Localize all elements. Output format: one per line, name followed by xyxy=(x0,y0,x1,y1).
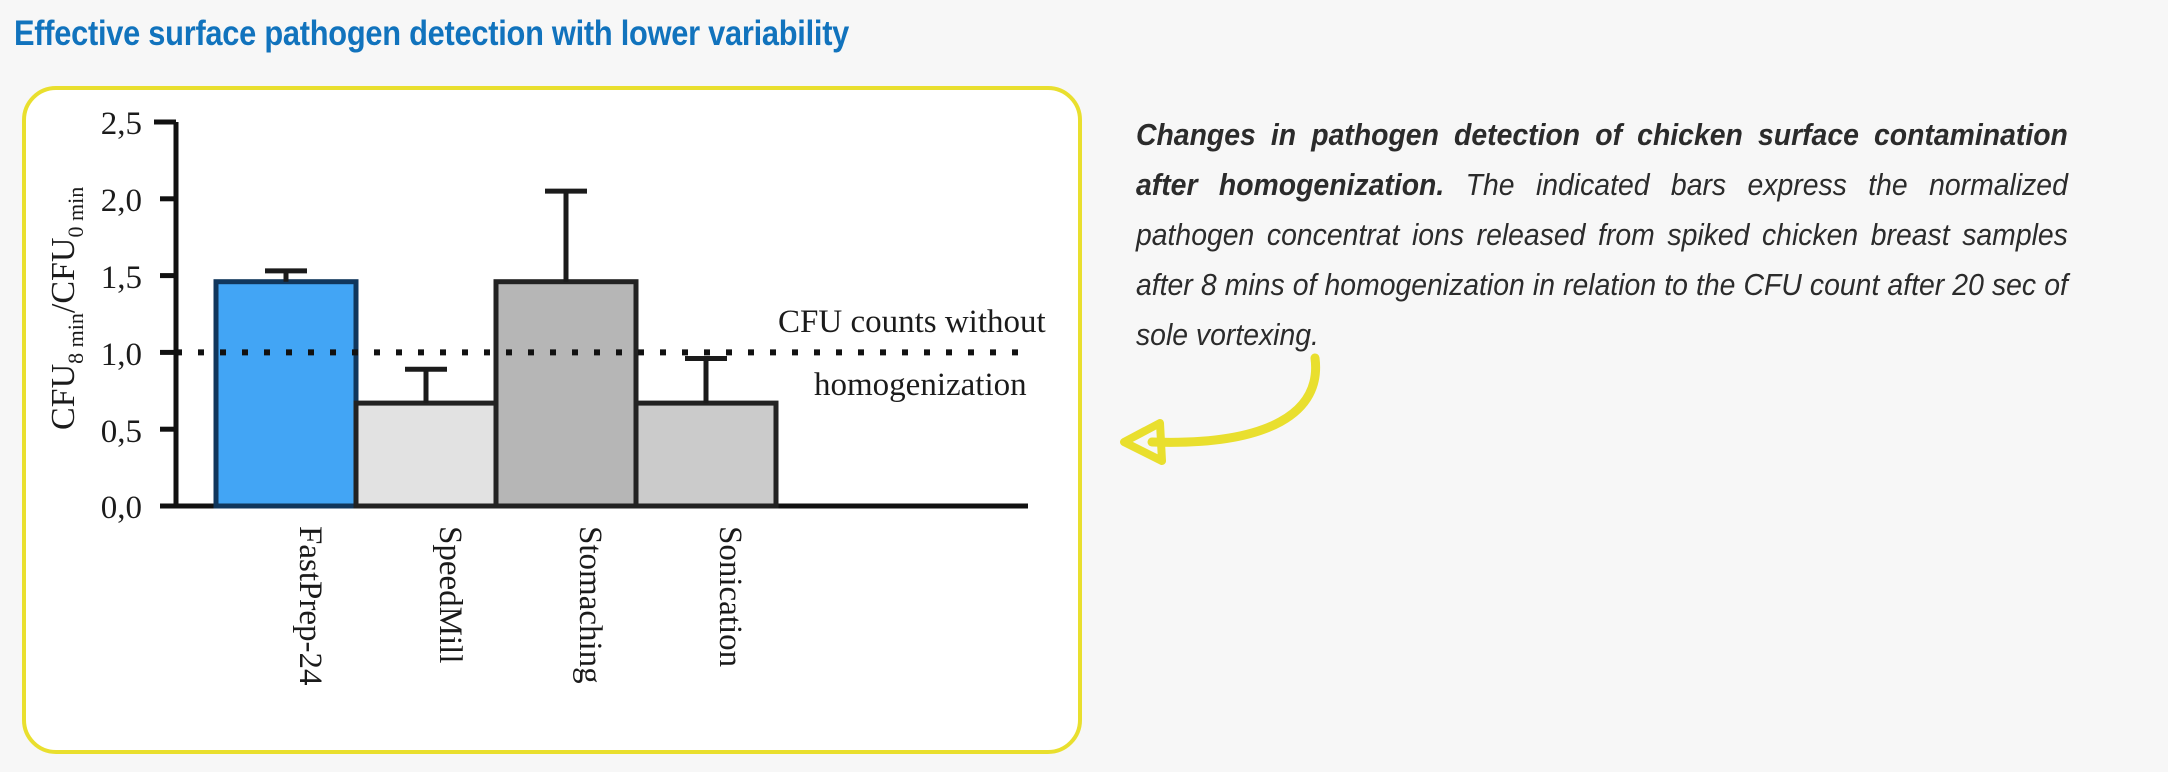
figure-caption: Changes in pathogen detection of chicken… xyxy=(1136,110,2068,360)
error-bar-sonication xyxy=(685,356,727,404)
svg-text:CFU8 min/CFU0 min: CFU8 min/CFU0 min xyxy=(45,187,88,430)
ytick-label-0-5: 0,5 xyxy=(101,414,142,450)
ytick-label-1-0: 1,0 xyxy=(101,337,142,373)
reference-label-line2: homogenization xyxy=(814,367,1027,403)
xtick-label-fastprep-24: FastPrep-24 xyxy=(292,526,328,686)
y-axis-title: CFU8 min/CFU0 min xyxy=(45,187,88,430)
yaxis-cfu8: CFU xyxy=(45,364,82,430)
error-bar-speedmill xyxy=(405,366,447,404)
curved-arrow-icon xyxy=(1120,353,1321,465)
error-bar-stomaching xyxy=(545,188,587,282)
page-title: Effective surface pathogen detection wit… xyxy=(14,14,850,53)
bar-chart: 2,5 2,0 1,5 1,0 0,5 0,0 CFU8 min/CFU0 mi… xyxy=(26,90,1086,758)
caption-body: The indicated bars express the normalize… xyxy=(1136,168,2068,352)
y-ticks xyxy=(154,119,176,509)
yaxis-sub8: 8 min xyxy=(63,313,88,364)
bar-stomaching[interactable] xyxy=(493,279,639,509)
xtick-sonication: Sonication xyxy=(712,526,748,667)
xtick-label-speedmill: SpeedMill xyxy=(432,526,468,664)
bar-sonication[interactable] xyxy=(633,400,779,509)
xtick-label-stomaching: Stomaching xyxy=(572,526,608,684)
xtick-fastprep-24: FastPrep-24 xyxy=(292,526,328,686)
yaxis-sub0: 0 min xyxy=(63,187,88,238)
xtick-stomaching: Stomaching xyxy=(572,526,608,684)
yaxis-cfu0: CFU xyxy=(45,238,82,304)
reference-label-line1: CFU counts without xyxy=(778,304,1046,340)
ytick-label-0-0: 0,0 xyxy=(101,490,142,526)
yaxis-slash: / xyxy=(45,303,82,313)
caption-lead: Changes in pathogen detection of chicken… xyxy=(1136,118,2068,202)
bar-fastprep-24[interactable] xyxy=(213,279,359,509)
bar-speedmill[interactable] xyxy=(353,400,499,509)
error-bar-fastprep-24 xyxy=(265,268,307,282)
ytick-label-1-5: 1,5 xyxy=(101,260,142,296)
chart-svg: 2,5 2,0 1,5 1,0 0,5 0,0 CFU8 min/CFU0 mi… xyxy=(45,106,1046,686)
ytick-label-2-0: 2,0 xyxy=(101,183,142,219)
xtick-label-sonication: Sonication xyxy=(712,526,748,667)
ytick-label-2-5: 2,5 xyxy=(101,106,142,142)
chart-panel: 2,5 2,0 1,5 1,0 0,5 0,0 CFU8 min/CFU0 mi… xyxy=(22,86,1082,754)
xtick-speedmill: SpeedMill xyxy=(432,526,468,664)
